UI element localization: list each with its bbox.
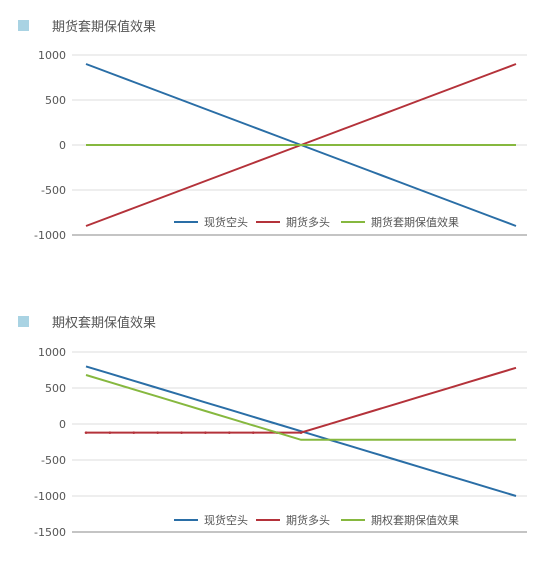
square-icon <box>18 315 29 327</box>
y-tick-label: -500 <box>41 454 66 467</box>
data-point <box>108 431 112 434</box>
data-point <box>132 431 136 434</box>
data-point <box>228 431 231 434</box>
data-point <box>84 431 88 434</box>
square-icon <box>18 19 29 31</box>
series-line-2 <box>85 374 516 441</box>
chart-header: 期货套期保值效果 <box>18 17 157 35</box>
legend-label: 期权套期保值效果 <box>371 513 459 527</box>
legend-label: 期货套期保值效果 <box>371 215 459 229</box>
y-tick-label: 0 <box>59 418 66 431</box>
chart-title: 期货套期保值效果 <box>52 19 157 35</box>
chart-futures-hedge: 1000 500 0 -500 -1000 现货空头 期货多头 期货套期保值效果 <box>34 49 527 242</box>
legend-label: 期货多头 <box>286 215 330 229</box>
y-tick-label: -1500 <box>34 526 66 539</box>
chart-title: 期权套期保值效果 <box>52 315 157 331</box>
chart-panel-futures: 期货套期保值效果 1000 500 0 -500 -1000 现货空头 期货多头 期货套期保值… <box>0 0 550 270</box>
series-line-1 <box>86 366 517 434</box>
data-point <box>251 431 255 434</box>
series-line-0 <box>85 365 517 497</box>
chart-header: 期权套期保值效果 <box>18 313 157 331</box>
legend-label: 现货空头 <box>204 215 248 229</box>
y-tick-label: 500 <box>45 382 66 395</box>
y-tick-label: -1000 <box>34 229 66 242</box>
data-point <box>156 431 159 434</box>
y-tick-label: 1000 <box>38 346 66 359</box>
y-tick-label: 0 <box>59 139 66 152</box>
y-tick-label: -500 <box>41 184 66 197</box>
y-tick-label: 1000 <box>38 49 66 62</box>
legend-label: 现货空头 <box>204 513 248 527</box>
data-point <box>180 431 183 434</box>
y-tick-label: -1000 <box>34 490 66 503</box>
data-point <box>204 431 207 434</box>
data-point <box>299 431 303 434</box>
y-tick-label: 500 <box>45 94 66 107</box>
legend-label: 期货多头 <box>286 513 330 527</box>
